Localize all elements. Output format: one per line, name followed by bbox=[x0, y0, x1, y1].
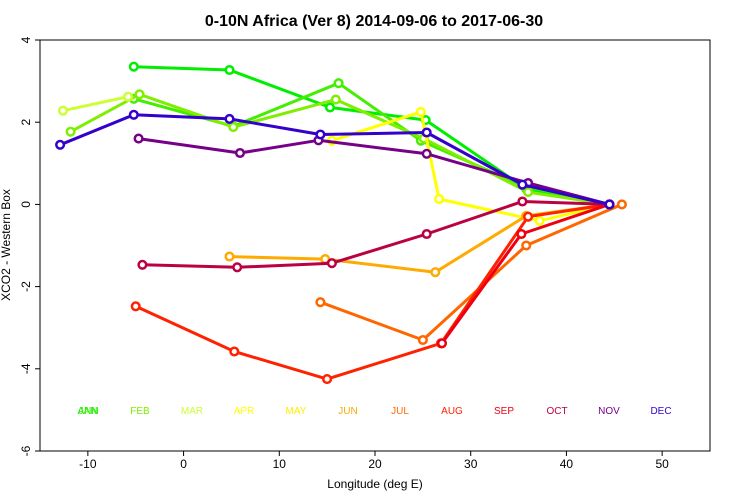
legend-may: MAY bbox=[286, 406, 307, 417]
x-tick-label: 0 bbox=[180, 457, 187, 471]
x-tick-label: 40 bbox=[560, 457, 574, 471]
data-point bbox=[517, 196, 528, 207]
x-tick-label: 20 bbox=[368, 457, 382, 471]
data-point bbox=[616, 199, 627, 210]
legend-feb: FEB bbox=[130, 406, 150, 417]
series-line bbox=[62, 95, 129, 113]
data-point bbox=[534, 215, 545, 226]
series-11 bbox=[55, 109, 615, 210]
legend-dec: DEC bbox=[650, 406, 671, 417]
data-point bbox=[421, 127, 432, 138]
data-point bbox=[229, 346, 240, 357]
x-tick-label: 50 bbox=[655, 457, 669, 471]
series-9 bbox=[137, 196, 615, 273]
series-line bbox=[440, 202, 610, 345]
data-point bbox=[434, 194, 445, 205]
data-point bbox=[228, 122, 239, 133]
data-point bbox=[517, 179, 528, 190]
data-point bbox=[224, 113, 235, 124]
y-tick-label: -6 bbox=[19, 445, 33, 456]
legend-ann: ANN bbox=[77, 406, 98, 417]
series-layer bbox=[55, 61, 627, 385]
data-point bbox=[417, 334, 428, 346]
data-point bbox=[65, 126, 76, 137]
y-tick-label: 2 bbox=[19, 119, 33, 126]
data-point bbox=[123, 91, 134, 102]
data-point bbox=[330, 94, 341, 105]
series-line bbox=[229, 202, 610, 274]
series-3 bbox=[57, 91, 134, 116]
series-line bbox=[142, 200, 610, 269]
data-point bbox=[523, 187, 534, 198]
data-point bbox=[315, 129, 326, 140]
data-point bbox=[516, 228, 527, 240]
series-line bbox=[133, 65, 610, 206]
y-axis-label: XCO2 - Western Box bbox=[0, 189, 13, 301]
legend-oct: OCT bbox=[546, 406, 567, 417]
y-tick-label: 4 bbox=[19, 36, 33, 43]
legend-apr: APR bbox=[234, 406, 255, 417]
legend-aug: AUG bbox=[441, 406, 463, 417]
data-point bbox=[523, 211, 534, 222]
axes: -10 0 10 20 30 40 50 -6 -4 -2 0 2 4 bbox=[19, 36, 669, 471]
y-tick-label: -4 bbox=[19, 363, 33, 374]
data-point bbox=[415, 106, 426, 117]
data-point bbox=[128, 109, 139, 120]
data-point bbox=[430, 267, 441, 278]
x-tick-label: 10 bbox=[273, 457, 287, 471]
data-point bbox=[326, 258, 337, 269]
series-line bbox=[135, 202, 610, 381]
legend-jan: JAN bbox=[79, 406, 98, 417]
data-point bbox=[421, 148, 432, 159]
data-point bbox=[224, 251, 235, 262]
data-point bbox=[128, 61, 139, 72]
data-point bbox=[130, 301, 141, 312]
data-point bbox=[133, 133, 144, 144]
legend-jul: JUL bbox=[391, 406, 409, 417]
data-point bbox=[137, 259, 148, 270]
y-tick-label: 0 bbox=[19, 201, 33, 208]
series-line bbox=[138, 137, 610, 206]
x-tick-label: -10 bbox=[79, 457, 97, 471]
legend-nov: NOV bbox=[598, 406, 620, 417]
series-line bbox=[319, 203, 623, 342]
data-point bbox=[234, 147, 246, 159]
data-point bbox=[322, 374, 333, 385]
data-point bbox=[421, 228, 432, 240]
chart-title: 0-10N Africa (Ver 8) 2014-09-06 to 2017-… bbox=[205, 13, 543, 30]
x-axis-label: Longitude (deg E) bbox=[327, 477, 422, 491]
data-point bbox=[224, 64, 235, 76]
data-point bbox=[521, 240, 532, 251]
data-point bbox=[315, 297, 326, 308]
data-point bbox=[134, 89, 145, 100]
legend-mar: MAR bbox=[181, 406, 203, 417]
legend-sep: SEP bbox=[494, 406, 514, 417]
data-point bbox=[55, 139, 66, 150]
data-point bbox=[232, 262, 243, 273]
series-6 bbox=[315, 199, 627, 346]
data-point bbox=[57, 105, 69, 116]
data-point bbox=[436, 338, 448, 349]
y-tick-label: -2 bbox=[19, 281, 33, 292]
legend-jun: JUN bbox=[338, 406, 357, 417]
series-10 bbox=[133, 133, 615, 210]
x-tick-label: 30 bbox=[464, 457, 478, 471]
data-point bbox=[604, 199, 615, 210]
data-point bbox=[333, 78, 344, 89]
data-point bbox=[324, 102, 336, 113]
